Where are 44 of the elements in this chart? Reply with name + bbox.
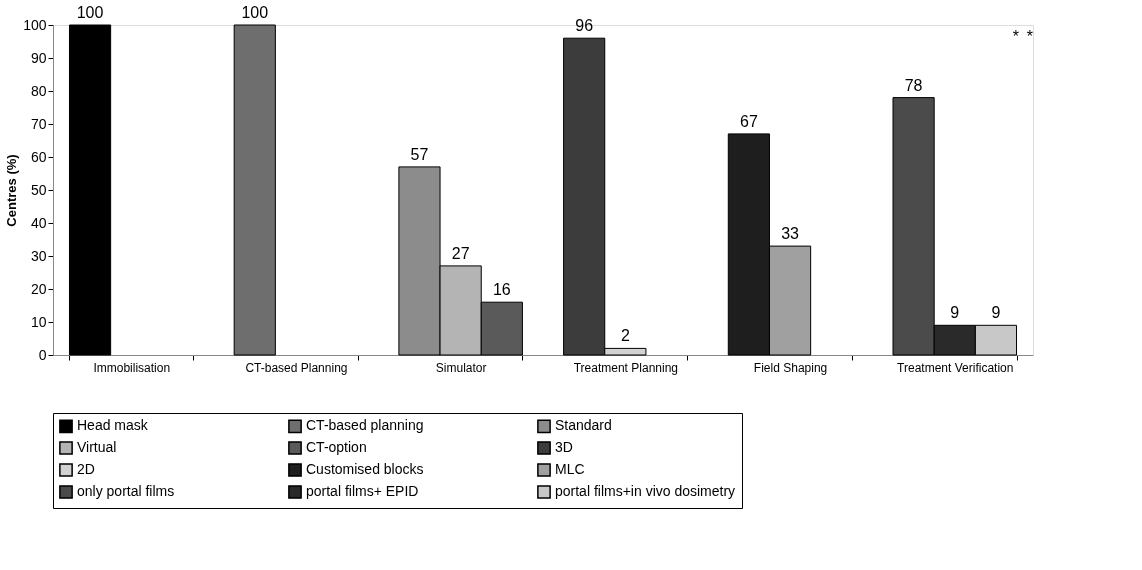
data-label: 33 xyxy=(781,225,800,243)
data-label: 57 xyxy=(410,145,429,163)
data-label: 78 xyxy=(904,76,923,94)
legend-label: Standard xyxy=(555,417,612,434)
legend-label: CT-based planning xyxy=(306,417,424,434)
y-tick-label: 30 xyxy=(30,247,47,264)
legend-label: Customised blocks xyxy=(306,461,424,477)
annotation: * xyxy=(1012,28,1019,45)
y-tick-label: 90 xyxy=(30,49,47,66)
y-tick-label: 50 xyxy=(30,181,47,198)
data-label: 2 xyxy=(620,327,630,345)
y-tick-label: 20 xyxy=(30,280,47,297)
legend-label: only portal films xyxy=(77,483,175,499)
y-tick-label: 100 xyxy=(23,16,47,33)
legend-label: MLC xyxy=(555,461,585,477)
annotation: * xyxy=(1026,28,1033,45)
x-tick-label: Simulator xyxy=(435,360,487,375)
x-tick-label: CT-based Planning xyxy=(245,360,348,375)
x-tick-label: Treatment Verification xyxy=(897,360,1014,375)
y-tick-label: 70 xyxy=(30,115,47,132)
legend-label: Head mask xyxy=(77,417,149,434)
y-tick-label: 0 xyxy=(38,346,47,363)
data-label: 100 xyxy=(241,4,269,21)
legend-label: portal films+ EPID xyxy=(306,483,419,499)
x-tick-label: Immobilisation xyxy=(93,360,171,375)
legend-label: Virtual xyxy=(77,439,117,455)
data-label: 16 xyxy=(492,281,511,299)
y-tick-label: 60 xyxy=(30,148,47,165)
y-tick-label: 80 xyxy=(30,82,47,99)
legend-label: CT-option xyxy=(306,439,367,455)
data-label: 96 xyxy=(575,17,594,35)
y-tick-label: 10 xyxy=(30,313,47,330)
data-label: 100 xyxy=(76,4,104,21)
x-tick-label: Field Shaping xyxy=(753,360,828,375)
legend-label: 3D xyxy=(555,439,573,455)
legend-label: portal films+in vivo dosimetry xyxy=(555,483,736,499)
data-label: 9 xyxy=(991,304,1001,322)
x-tick-label: Treatment Planning xyxy=(573,360,678,375)
data-label: 67 xyxy=(739,112,758,130)
y-tick-label: 40 xyxy=(30,214,47,231)
data-label: 27 xyxy=(451,244,470,262)
data-label: 9 xyxy=(950,304,960,322)
legend-label: 2D xyxy=(77,461,95,477)
y-axis-title: Centres (%) xyxy=(4,154,20,227)
